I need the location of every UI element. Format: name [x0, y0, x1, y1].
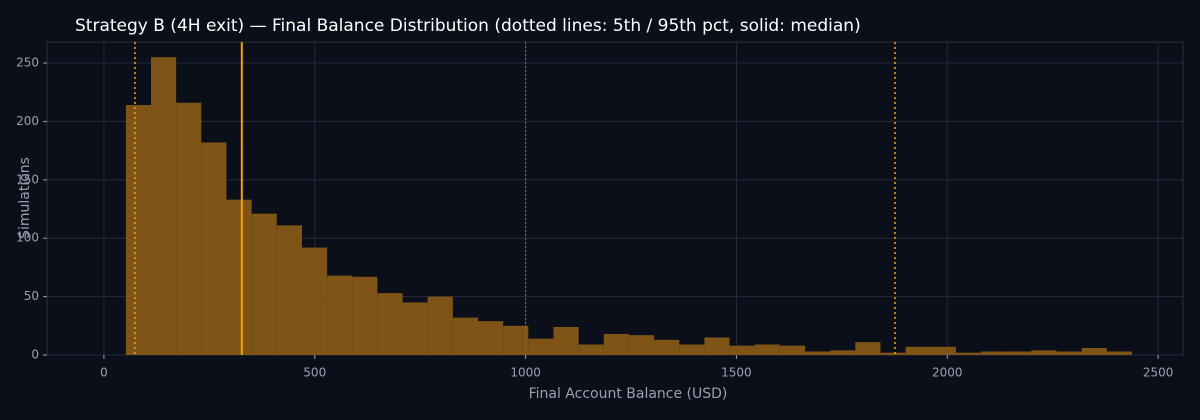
bar	[251, 213, 277, 355]
bar	[226, 199, 252, 355]
bar	[477, 321, 504, 355]
bar	[125, 105, 152, 355]
x-tick-label: 1500	[721, 366, 752, 380]
y-axis-label: Simulations	[17, 157, 33, 239]
bar	[427, 296, 453, 355]
x-tick-label: 0	[100, 366, 108, 380]
bar	[1081, 347, 1107, 355]
y-tick-label: 200	[16, 114, 39, 128]
chart-title: Strategy B (4H exit) — Final Balance Dis…	[75, 16, 861, 36]
bar	[754, 344, 780, 355]
bar	[955, 352, 982, 355]
bar	[151, 57, 177, 356]
x-tick-label: 2000	[932, 366, 963, 380]
bar	[301, 247, 328, 355]
bar	[830, 350, 856, 355]
x-axis-label: Final Account Balance (USD)	[529, 386, 728, 402]
bar	[528, 338, 554, 355]
y-tick-label: 250	[16, 56, 39, 70]
bar	[578, 344, 604, 355]
bar	[805, 351, 831, 355]
bar	[679, 344, 705, 355]
bar	[1006, 351, 1032, 355]
bar	[1106, 351, 1132, 355]
bar	[377, 293, 403, 355]
bar	[905, 346, 931, 355]
y-tick-label: 150	[16, 172, 39, 186]
bar	[855, 342, 881, 355]
y-tick-label: 0	[31, 348, 39, 362]
bar	[503, 325, 529, 355]
bar	[1056, 351, 1082, 355]
bar	[402, 302, 428, 355]
bar	[352, 276, 378, 355]
bar	[201, 142, 227, 355]
x-tick-label: 2500	[1143, 366, 1174, 380]
bar	[327, 275, 353, 355]
bar	[880, 352, 906, 355]
bar	[1031, 350, 1057, 355]
bar	[276, 225, 302, 355]
bar	[779, 345, 806, 355]
bar	[603, 333, 629, 355]
bar	[176, 102, 202, 355]
bar	[729, 345, 755, 355]
bar	[981, 351, 1007, 355]
bar	[553, 326, 579, 355]
bar	[628, 335, 655, 355]
bar	[654, 339, 680, 355]
x-tick-label: 500	[303, 366, 326, 380]
x-tick-label: 1000	[510, 366, 541, 380]
bar	[930, 346, 956, 355]
y-tick-label: 50	[24, 289, 39, 303]
bar	[704, 337, 730, 355]
bar	[452, 317, 478, 355]
y-tick-label: 100	[16, 231, 39, 245]
